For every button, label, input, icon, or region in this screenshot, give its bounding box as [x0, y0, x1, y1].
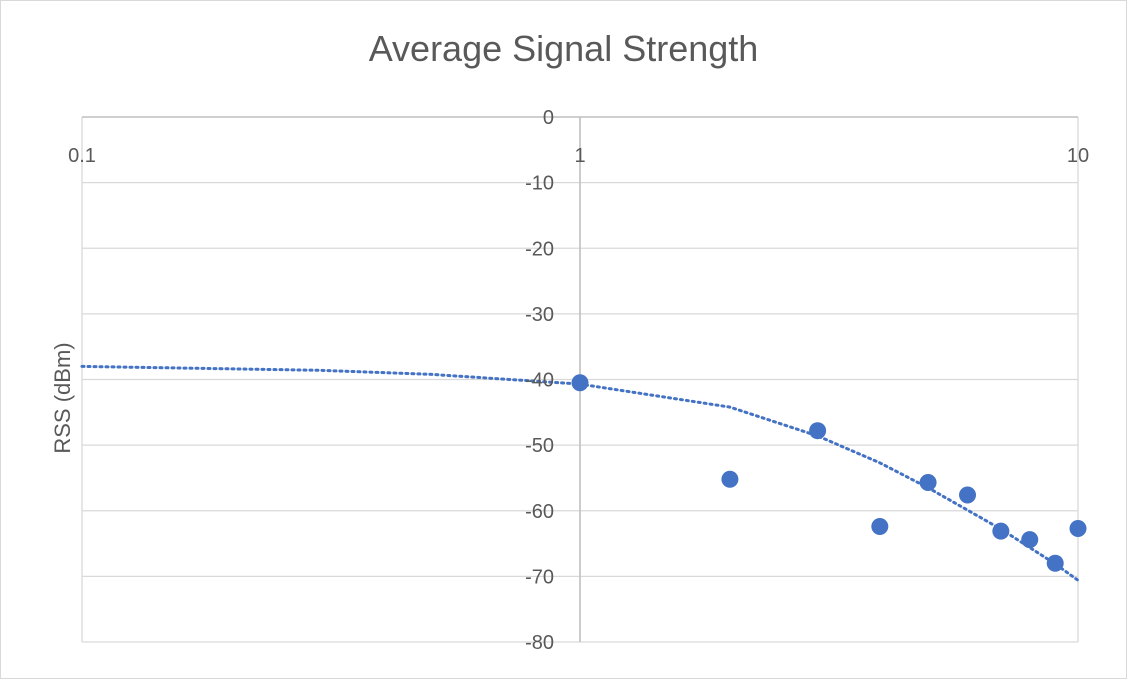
data-point [721, 470, 739, 488]
x-tick-label: 1 [574, 145, 585, 167]
y-tick-label: -70 [525, 566, 554, 588]
y-tick-label: -80 [525, 632, 554, 654]
tick-labels: 0 -10 -20 -30 -40 -50 -60 -70 -80 0.1 1 10 [68, 107, 1089, 654]
data-points [571, 374, 1087, 572]
y-tick-label: -50 [525, 435, 554, 457]
y-tick-label: -40 [525, 370, 554, 392]
data-point [1046, 554, 1064, 572]
y-tick-label: -60 [525, 501, 554, 523]
trendline-group [80, 364, 1080, 582]
data-point [809, 422, 827, 440]
trendline [80, 364, 1080, 582]
x-tick-label: 0.1 [68, 145, 96, 167]
data-point [1021, 531, 1039, 549]
y-tick-label: -30 [525, 304, 554, 326]
data-point [871, 518, 889, 535]
data-point [992, 522, 1010, 540]
data-point [1069, 519, 1087, 537]
chart-title: Average Signal Strength [368, 28, 759, 69]
y-tick-label: 0 [543, 107, 554, 129]
data-point [919, 474, 937, 492]
data-point [571, 374, 589, 392]
data-point [959, 486, 977, 504]
x-tick-label: 10 [1067, 145, 1089, 167]
y-tick-label: -20 [525, 238, 554, 260]
y-tick-label: -10 [525, 173, 554, 195]
